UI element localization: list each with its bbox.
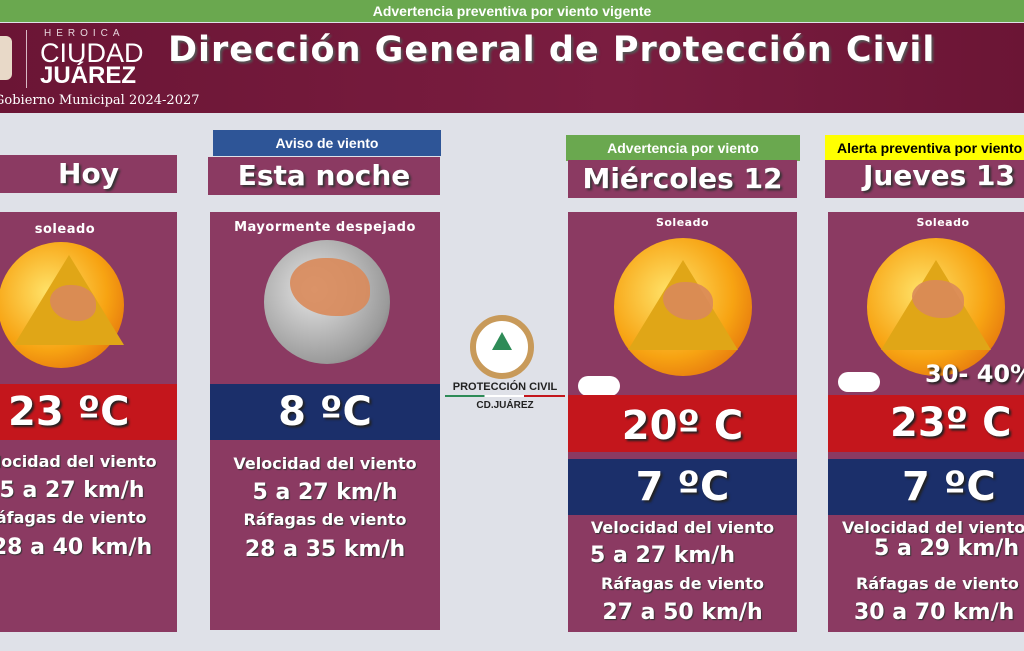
preventive-alert-badge: Alerta preventiva por viento	[825, 135, 1024, 161]
triangle-emblem-icon	[492, 332, 512, 350]
wind-label: Velocidad del viento	[233, 454, 417, 473]
wind-label: Velocidad del viento	[842, 518, 1024, 537]
rain-chance: 30- 40%	[925, 360, 1024, 388]
gobierno-label: Gobierno Municipal 2024-2027	[0, 93, 200, 108]
condition: Soleado	[916, 216, 970, 229]
gust-speed: 27 a 50 km/h	[602, 600, 763, 625]
temperature-min: 7 ºC	[568, 459, 797, 515]
day-title-miercoles: Miércoles 12	[568, 160, 797, 198]
wind-tree-icon	[290, 258, 370, 316]
gust-label: Ráfagas de viento	[601, 574, 764, 593]
temperature: 23 ºC	[0, 384, 177, 440]
day-title-jueves: Jueves 13	[825, 160, 1024, 198]
gust-speed: 30 a 70 km/h	[854, 600, 1015, 625]
wind-warning-banner: Advertencia preventiva por viento vigent…	[0, 0, 1024, 22]
wind-notice-badge: Aviso de viento	[213, 130, 441, 156]
gust-speed: 28 a 35 km/h	[244, 537, 406, 562]
gust-label: Ráfagas de viento	[243, 510, 407, 529]
logo-name: PROTECCIÓN CIVIL	[452, 381, 558, 393]
wind-label: Velocidad del viento	[0, 452, 157, 471]
gust-label: Ráfagas de viento	[0, 508, 147, 527]
condition: soleado	[34, 222, 96, 237]
temperature-min: 7 ºC	[828, 459, 1024, 515]
wind-speed: 5 a 29 km/h	[874, 536, 1019, 561]
logo-heroica: HEROICA	[44, 28, 125, 39]
gust-label: Ráfagas de viento	[856, 574, 1019, 593]
logo-city: CD.JUÁREZ	[476, 400, 534, 411]
temperature-max: 20º C	[568, 395, 797, 452]
city-crest-icon	[0, 36, 12, 80]
rain-cloud-icon	[838, 372, 880, 392]
page-title: Dirección General de Protección Civil	[168, 30, 936, 70]
wind-tree-icon	[663, 282, 713, 320]
wind-speed: 5 a 27 km/h	[590, 543, 735, 568]
wind-tree-icon	[912, 280, 964, 318]
logo-divider	[26, 30, 27, 88]
condition: Soleado	[655, 216, 710, 229]
temperature-max: 23º C	[828, 395, 1024, 452]
wind-tree-icon	[50, 285, 96, 321]
gust-speed: 28 a 40 km/h	[0, 535, 153, 560]
logo-ciudad: CIUDAD	[40, 38, 144, 68]
day-title-esta-noche: Esta noche	[208, 157, 440, 195]
rain-cloud-icon	[578, 376, 620, 396]
condition: Mayormente despejado	[234, 220, 416, 235]
temperature: 8 ºC	[210, 384, 440, 440]
header	[0, 23, 1024, 113]
wind-warning-badge: Advertencia por viento	[566, 135, 800, 161]
wind-speed: 5 a 27 km/h	[0, 478, 145, 503]
flag-stripe	[445, 395, 565, 397]
wind-speed: 5 a 27 km/h	[252, 480, 398, 505]
wind-label: Velocidad del viento	[590, 518, 775, 537]
day-title-hoy: Hoy	[0, 155, 177, 193]
logo-juarez: JUÁREZ	[40, 62, 137, 89]
